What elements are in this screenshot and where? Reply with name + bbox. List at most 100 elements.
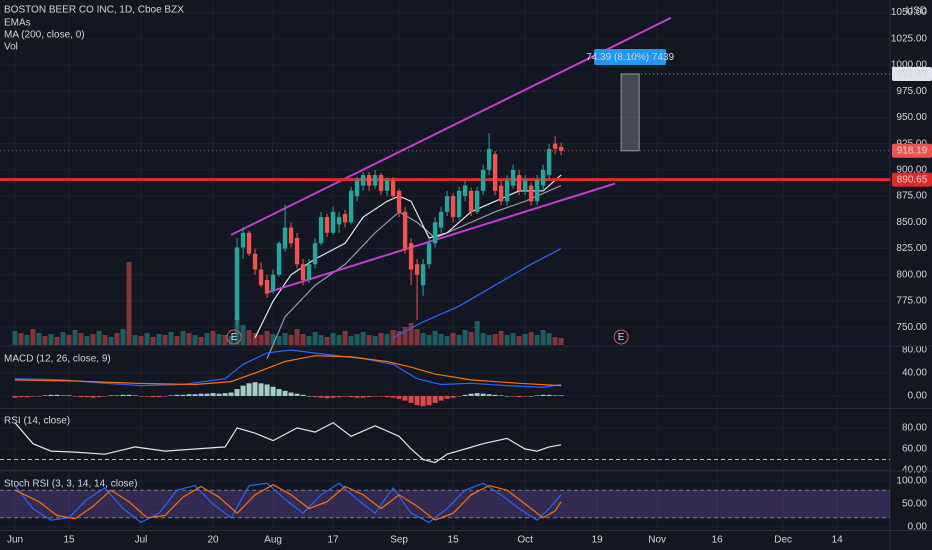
volume-bar bbox=[534, 335, 540, 345]
macd-histogram-bar bbox=[258, 383, 264, 396]
macd-histogram-bar bbox=[456, 395, 462, 397]
volume-bar bbox=[540, 330, 546, 345]
macd-histogram-bar bbox=[294, 393, 300, 396]
candle-body bbox=[468, 190, 474, 212]
macd-histogram-bar bbox=[330, 395, 336, 398]
price-badge-label: 918.19 bbox=[897, 145, 928, 156]
macd-histogram-bar bbox=[342, 395, 348, 397]
volume-bar bbox=[120, 329, 126, 345]
candle-body bbox=[414, 264, 420, 275]
price-badge bbox=[892, 172, 932, 187]
macd-histogram-bar bbox=[378, 395, 384, 397]
volume-bar bbox=[66, 335, 72, 345]
volume-bar bbox=[324, 337, 330, 345]
x-tick-label: Nov bbox=[648, 535, 666, 546]
y-tick-label: 1050.00 bbox=[891, 7, 928, 18]
candle-body bbox=[294, 238, 300, 265]
volume-bar bbox=[114, 333, 120, 345]
macd-histogram-bar bbox=[522, 395, 528, 397]
macd-histogram-bar bbox=[270, 386, 276, 396]
macd-histogram-bar bbox=[12, 395, 18, 398]
volume-bar bbox=[426, 335, 432, 345]
volume-bar bbox=[498, 331, 504, 345]
volume-bar bbox=[216, 334, 222, 345]
macd-histogram-bar bbox=[396, 395, 402, 399]
volume-bar bbox=[294, 329, 300, 345]
volume-bar bbox=[174, 336, 180, 345]
volume-bar bbox=[126, 262, 132, 345]
macd-histogram-bar bbox=[486, 394, 492, 396]
rsi-line bbox=[14, 421, 562, 464]
volume-bar bbox=[522, 334, 528, 345]
candle-body bbox=[312, 243, 318, 265]
volume-bar bbox=[504, 335, 510, 345]
candle-body bbox=[546, 148, 552, 176]
y-tick-label: 825.00 bbox=[896, 243, 927, 254]
volume-bar bbox=[204, 333, 210, 345]
macd-histogram-bar bbox=[288, 392, 294, 396]
macd-histogram-bar bbox=[264, 384, 270, 396]
d-line bbox=[14, 484, 562, 521]
candle-body bbox=[558, 146, 564, 151]
currency-label: USD bbox=[906, 6, 927, 17]
macd-histogram-bar bbox=[468, 393, 474, 396]
macd-histogram-bar bbox=[108, 395, 114, 396]
pane-title: Stoch RSI (3, 3, 14, 14, close) bbox=[4, 479, 137, 490]
macd-histogram-bar bbox=[228, 392, 234, 396]
price-badge-label: 890.65 bbox=[897, 174, 928, 185]
y-tick-label: 1000.00 bbox=[891, 60, 928, 71]
macd-histogram-bar bbox=[138, 395, 144, 397]
x-tick-label: 19 bbox=[592, 535, 604, 546]
candle-body bbox=[444, 196, 450, 212]
y-tick-label: 50.00 bbox=[902, 499, 927, 510]
measure-label: 74.39 (8.10%) 7439 bbox=[586, 52, 674, 63]
macd-histogram-bar bbox=[102, 395, 108, 397]
volume-bar bbox=[156, 334, 162, 345]
candle-body bbox=[510, 169, 516, 186]
macd-histogram-bar bbox=[540, 394, 546, 396]
candle-body bbox=[264, 279, 270, 294]
macd-histogram-bar bbox=[246, 383, 252, 396]
x-tick-label: 15 bbox=[448, 535, 460, 546]
k-line bbox=[14, 482, 562, 524]
price-badge bbox=[892, 143, 932, 158]
volume-bar bbox=[264, 331, 270, 345]
macd-histogram-bar bbox=[180, 394, 186, 396]
signal-line bbox=[14, 355, 562, 387]
x-tick-label: Aug bbox=[264, 535, 282, 546]
macd-histogram-bar bbox=[198, 393, 204, 396]
volume-bar bbox=[528, 332, 534, 345]
volume-bar bbox=[54, 337, 60, 345]
macd-histogram-bar bbox=[156, 395, 162, 398]
y-tick-label: 100.00 bbox=[896, 476, 927, 487]
candle-body bbox=[552, 143, 558, 149]
macd-histogram-bar bbox=[366, 395, 372, 398]
candle-body bbox=[348, 190, 354, 223]
macd-histogram-bar bbox=[144, 395, 150, 397]
volume-bar bbox=[132, 335, 138, 345]
candle-body bbox=[516, 175, 522, 191]
x-tick-label: 16 bbox=[712, 535, 724, 546]
candle-body bbox=[336, 217, 342, 225]
candle-body bbox=[390, 180, 396, 197]
pane-title: MACD (12, 26, close, 9) bbox=[4, 354, 111, 365]
volume-bar bbox=[210, 331, 216, 345]
macd-histogram-bar bbox=[54, 394, 60, 396]
volume-bar bbox=[432, 331, 438, 345]
candle-body bbox=[504, 180, 510, 202]
y-tick-label: 875.00 bbox=[896, 191, 927, 202]
volume-bar bbox=[348, 336, 354, 345]
volume-bar bbox=[450, 333, 456, 345]
volume-bar bbox=[318, 335, 324, 345]
macd-histogram-bar bbox=[210, 393, 216, 396]
volume-bar bbox=[474, 321, 480, 345]
y-tick-label: 60.00 bbox=[902, 444, 927, 455]
macd-histogram-bar bbox=[432, 395, 438, 403]
indicator-label: MA (200, close, 0) bbox=[4, 30, 85, 41]
candle-body bbox=[234, 247, 240, 320]
volume-bar bbox=[444, 336, 450, 345]
macd-histogram-bar bbox=[414, 395, 420, 406]
y-tick-label: 1025.00 bbox=[891, 33, 928, 44]
volume-bar bbox=[492, 334, 498, 345]
measure-box bbox=[620, 73, 640, 152]
